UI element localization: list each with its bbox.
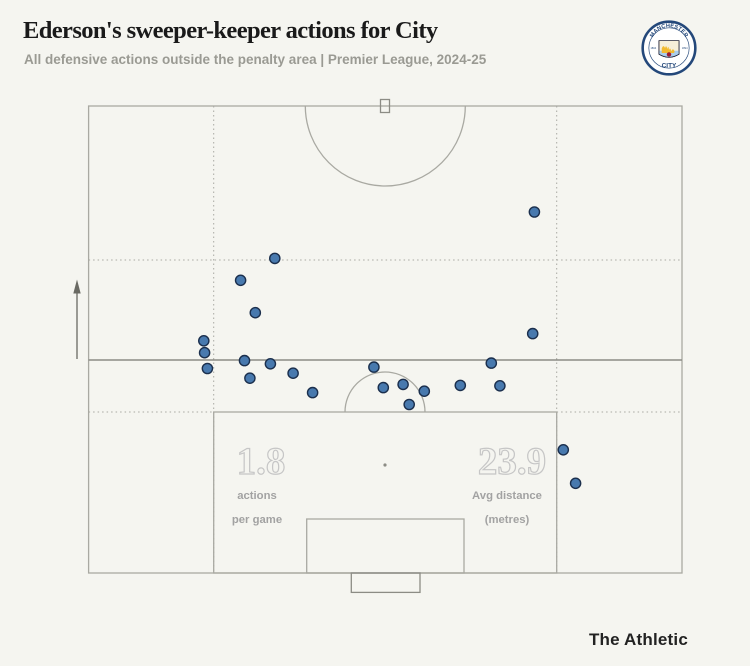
svg-text:1894: 1894 <box>682 47 688 50</box>
svg-text:1894: 1894 <box>651 47 657 50</box>
svg-text:CITY: CITY <box>662 63 677 70</box>
